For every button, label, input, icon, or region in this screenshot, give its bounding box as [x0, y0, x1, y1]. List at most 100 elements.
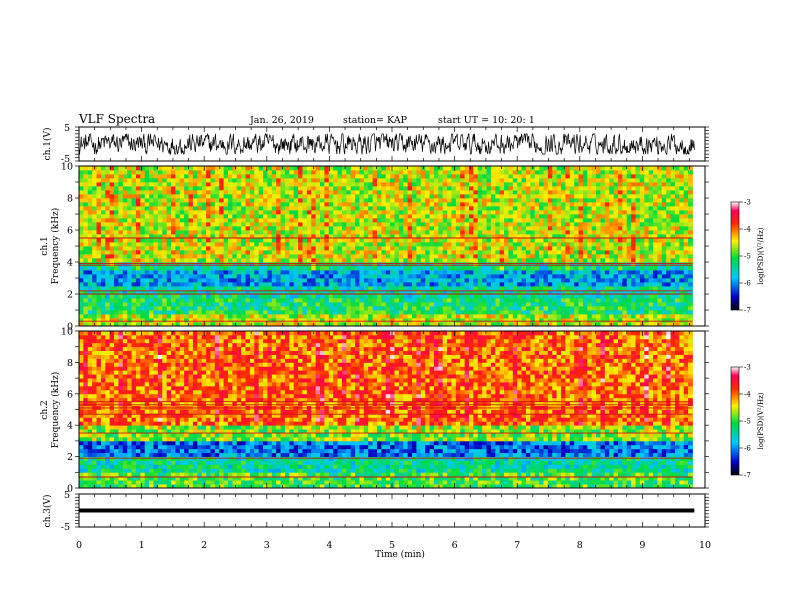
spectrogram-cell	[556, 230, 562, 235]
spectrogram-cell	[184, 322, 189, 327]
spectrogram-cell	[293, 218, 299, 223]
spectrogram-cell	[83, 262, 89, 267]
spectrogram-cell	[245, 198, 251, 203]
spectrogram-cell	[157, 286, 163, 291]
spectrogram-cell	[263, 246, 268, 251]
spectrogram-cell	[122, 190, 128, 195]
spectrogram-cell	[477, 206, 483, 211]
spectrogram-cell	[469, 270, 474, 275]
spectrogram-cell	[582, 222, 588, 227]
spectrogram-cell	[530, 210, 536, 215]
spectrogram-cell	[609, 202, 614, 207]
spectrogram-cell	[135, 262, 141, 267]
spectrogram-cell	[547, 198, 553, 203]
spectrogram-cell	[96, 298, 102, 303]
spectrogram-cell	[232, 214, 238, 219]
spectrogram-cell	[201, 298, 207, 303]
spectrogram-cell	[83, 274, 89, 279]
spectrogram-cell	[547, 246, 553, 251]
spectrogram-cell	[552, 306, 558, 311]
spectrogram-cell	[333, 222, 338, 227]
spectrogram-cell	[403, 242, 409, 247]
spectrogram-cell	[390, 286, 395, 291]
spectrogram-cell	[600, 298, 606, 303]
spectrogram-cell	[219, 270, 224, 275]
spectrogram-cell	[271, 210, 277, 215]
spectrogram-cell	[447, 226, 452, 231]
spectrogram-cell	[460, 198, 466, 203]
spectrogram-cell	[425, 250, 430, 255]
spectrogram-cell	[166, 306, 172, 311]
spectrogram-cell	[451, 290, 457, 295]
spectrogram-cell	[376, 258, 382, 263]
spectrogram-cell	[149, 230, 154, 235]
spectrogram-cell	[355, 238, 360, 243]
spectrogram-cell	[87, 210, 93, 215]
spectrogram-cell	[324, 202, 330, 207]
spectrogram-cell	[512, 202, 518, 207]
spectrogram-cell	[280, 238, 286, 243]
spectrogram-cell	[341, 274, 347, 279]
spectrogram-cell	[315, 322, 321, 327]
spectrogram-cell	[311, 302, 317, 307]
spectrogram-cell	[328, 314, 334, 319]
spectrogram-cell	[289, 290, 295, 295]
spectrogram-cell	[298, 226, 303, 231]
spectrogram-cell	[517, 266, 522, 271]
spectrogram-cell	[267, 294, 273, 299]
spectrogram-cell	[92, 230, 97, 235]
spectrogram-cell	[210, 286, 216, 291]
spectrogram-cell	[416, 198, 422, 203]
spectrogram-cell	[114, 210, 119, 215]
spectrogram-cell	[188, 294, 194, 299]
spectrogram-cell	[539, 258, 544, 263]
spectrogram-cell	[166, 250, 172, 255]
spectrogram-cell	[188, 270, 194, 275]
spectrogram-cell	[609, 282, 614, 287]
spectrogram-cell	[144, 318, 150, 323]
spectrogram-cell	[416, 170, 422, 175]
spectrogram-cell	[504, 222, 509, 227]
spectrogram-cell	[596, 178, 601, 183]
spectrogram-cell	[219, 222, 224, 227]
spectrogram-cell	[429, 318, 435, 323]
spectrogram-cell	[604, 234, 610, 239]
spectrogram-cell	[587, 190, 593, 195]
spectrogram-cell	[512, 314, 518, 319]
spectrogram-cell	[135, 266, 141, 271]
spectrogram-cell	[376, 302, 382, 307]
spectrogram-cell	[171, 286, 176, 291]
spectrogram-cell	[490, 226, 496, 231]
spectrogram-cell	[201, 254, 207, 259]
spectrogram-cell	[534, 266, 540, 271]
spectrogram-cell	[490, 234, 496, 239]
spectrogram-cell	[328, 254, 334, 259]
spectrogram-cell	[223, 182, 229, 187]
spectrogram-cell	[363, 206, 369, 211]
spectrogram-cell	[565, 230, 571, 235]
spectrogram-cell	[569, 258, 575, 263]
spectrogram-cell	[192, 294, 198, 299]
spectrogram-cell	[315, 230, 321, 235]
spectrogram-cell	[100, 222, 106, 227]
spectrogram-cell	[525, 322, 531, 327]
spectrogram-cell	[118, 190, 124, 195]
spectrogram-cell	[197, 314, 203, 319]
spectrogram-cell	[508, 250, 514, 255]
spectrogram-cell	[223, 302, 229, 307]
spectrogram-cell	[477, 238, 483, 243]
spectrogram-cell	[184, 246, 189, 251]
spectrogram-cell	[412, 302, 417, 307]
spectrogram-cell	[298, 258, 303, 263]
spectrogram-cell	[433, 286, 439, 291]
spectrogram-cell	[368, 166, 373, 171]
spectrogram-cell	[83, 258, 89, 263]
spectrogram-cell	[547, 298, 553, 303]
spectrogram-cell	[368, 198, 373, 203]
spectrogram-cell	[267, 218, 273, 223]
spectrogram-cell	[219, 178, 224, 183]
spectrogram-cell	[390, 270, 395, 275]
spectrogram-cell	[188, 194, 194, 199]
spectrogram-cell	[565, 222, 571, 227]
spectrogram-cell	[578, 242, 584, 247]
